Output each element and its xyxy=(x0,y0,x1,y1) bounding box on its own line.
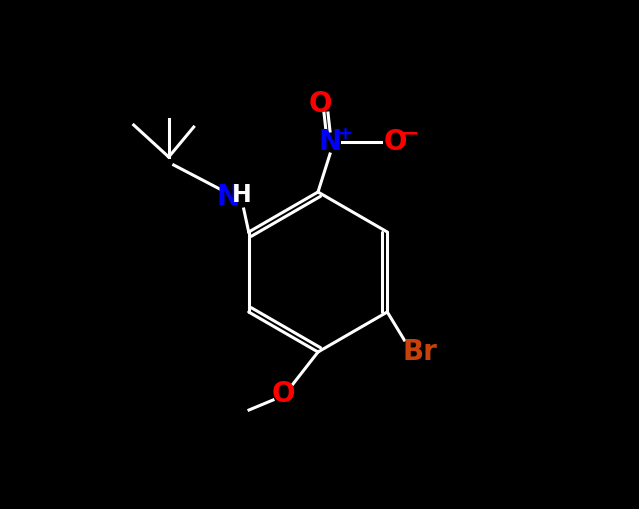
Text: +: + xyxy=(337,125,353,143)
Text: O: O xyxy=(271,380,295,408)
Text: O: O xyxy=(308,90,332,118)
Text: N: N xyxy=(216,183,239,211)
Text: N: N xyxy=(318,128,342,156)
Text: O: O xyxy=(383,128,407,156)
Text: Br: Br xyxy=(403,338,438,366)
Text: −: − xyxy=(401,123,419,143)
Text: H: H xyxy=(232,183,252,207)
